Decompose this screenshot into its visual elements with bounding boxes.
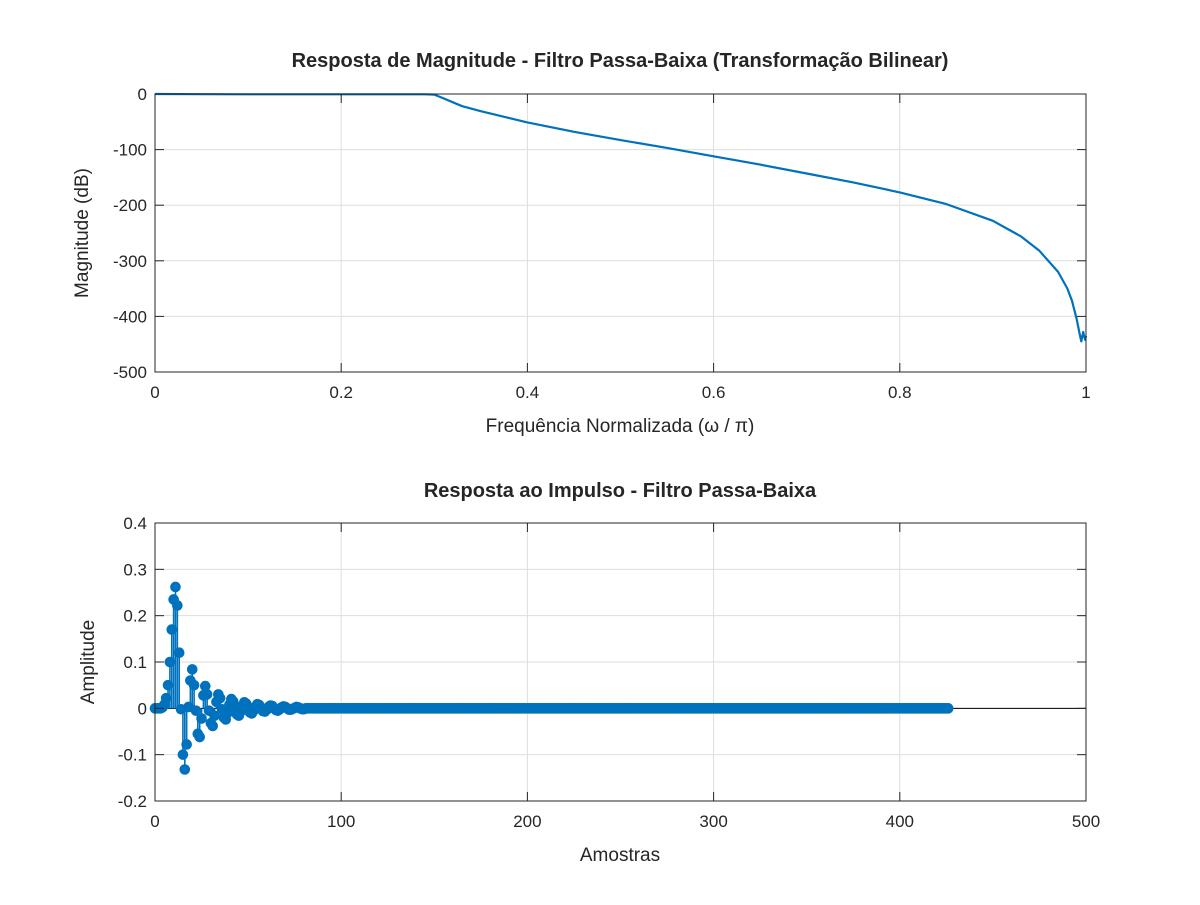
magnitude-ytick-label-0: 0 — [138, 85, 147, 104]
magnitude-ytick-label-1: -100 — [113, 141, 147, 160]
magnitude-xlabel: Frequência Normalizada (ω / π) — [486, 416, 755, 437]
magnitude-ytick-label-4: -400 — [113, 307, 147, 326]
impulse-marker — [201, 689, 213, 700]
impulse-marker — [196, 713, 207, 724]
impulse-ylabel: Amplitude — [78, 620, 99, 705]
impulse-ticks: 0 100 200 300 400 500 0.4 0.3 0.2 0.1 0 -0.1 -0.2 — [118, 514, 1100, 831]
impulse-xtick-label-5: 500 — [1072, 812, 1100, 831]
impulse-marker — [942, 703, 954, 714]
impulse-axes: 0 100 200 300 400 500 0.4 0.3 0.2 0.1 0 -0.1 -0.2 Re… — [78, 480, 1100, 866]
impulse-xtick-label-3: 300 — [699, 812, 727, 831]
magnitude-xtick-label-0: 0 — [150, 383, 159, 402]
magnitude-xtick-label-5: 1 — [1081, 383, 1090, 402]
impulse-marker — [194, 731, 205, 743]
impulse-ytick-label-5: -0.1 — [118, 746, 147, 765]
magnitude-xtick-label-3: 0.6 — [702, 383, 726, 402]
impulse-marker — [179, 764, 191, 775]
impulse-marker — [214, 692, 226, 704]
magnitude-xtick-label-1: 0.2 — [329, 383, 353, 402]
impulse-xlabel: Amostras — [580, 845, 660, 866]
impulse-ytick-label-0: 0.4 — [123, 514, 147, 533]
impulse-marker — [173, 647, 185, 659]
impulse-ytick-label-6: -0.2 — [118, 792, 147, 811]
impulse-title: Resposta ao Impulso - Filtro Passa-Baixa — [424, 480, 817, 502]
impulse-marker — [177, 749, 189, 760]
impulse-marker — [170, 581, 181, 593]
impulse-xtick-label-2: 200 — [513, 812, 541, 831]
impulse-marker — [186, 664, 198, 675]
impulse-ytick-label-1: 0.3 — [123, 560, 147, 579]
impulse-marker — [181, 739, 192, 750]
impulse-ytick-label-4: 0 — [138, 699, 147, 718]
impulse-xtick-label-4: 400 — [886, 812, 914, 831]
impulse-xtick-label-1: 100 — [327, 812, 355, 831]
magnitude-xtick-label-2: 0.4 — [516, 383, 540, 402]
magnitude-ylabel: Magnitude (dB) — [72, 168, 93, 298]
magnitude-axes: 0 0.2 0.4 0.6 0.8 1 0 -100 -200 -300 -400 -500 Resp… — [72, 50, 1091, 437]
magnitude-ytick-label-2: -200 — [113, 196, 147, 215]
magnitude-xtick-label-4: 0.8 — [888, 383, 912, 402]
magnitude-plot-area — [155, 94, 1086, 372]
impulse-xtick-label-0: 0 — [150, 812, 159, 831]
impulse-marker — [207, 720, 219, 732]
impulse-ytick-label-3: 0.1 — [123, 653, 147, 672]
magnitude-axes-box — [154, 93, 1087, 373]
magnitude-ytick-label-5: -500 — [113, 363, 147, 382]
magnitude-ticks: 0 0.2 0.4 0.6 0.8 1 0 -100 -200 -300 -400 -500 — [113, 85, 1091, 402]
impulse-marker — [188, 679, 200, 691]
magnitude-ytick-label-3: -300 — [113, 252, 147, 271]
impulse-ytick-label-2: 0.2 — [123, 607, 147, 626]
impulse-series — [149, 581, 1086, 775]
magnitude-title: Resposta de Magnitude - Filtro Passa-Bai… — [292, 50, 949, 72]
impulse-marker — [172, 600, 183, 611]
